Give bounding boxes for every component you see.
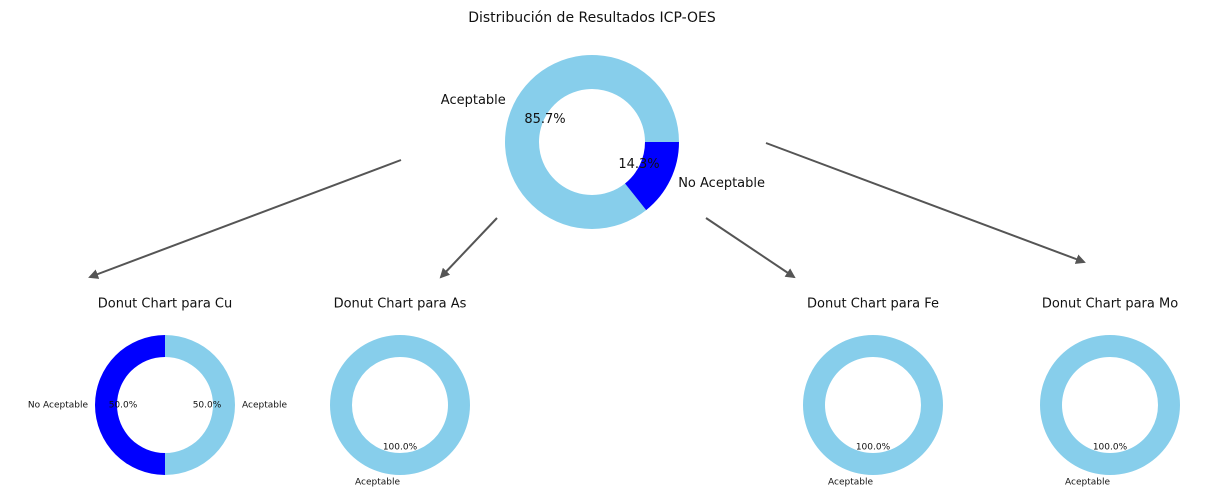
value-label: 85.7%	[524, 112, 565, 127]
value-label: 50.0%	[109, 401, 138, 411]
donut-segment	[803, 335, 943, 475]
arrow	[705, 217, 796, 279]
donut-segment	[625, 142, 679, 211]
chart-title: Donut Chart para Mo	[1042, 297, 1178, 312]
value-label: 100.0%	[856, 443, 891, 453]
segment-label: Aceptable	[355, 478, 400, 488]
arrow	[765, 142, 1086, 264]
donut-segment	[1039, 335, 1181, 476]
segment-label: No Aceptable	[678, 176, 765, 191]
value-label: 50.0%	[193, 401, 222, 411]
value-label: 14.3%	[618, 157, 659, 172]
arrows	[88, 142, 1086, 279]
donut-segment	[165, 335, 235, 475]
donut-segment	[504, 54, 679, 230]
segment-label: No Aceptable	[28, 401, 89, 411]
segment-label: Aceptable	[441, 93, 506, 108]
segment-label: Aceptable	[828, 478, 873, 488]
segment-label: Aceptable	[1065, 478, 1110, 488]
chart-title: Donut Chart para Fe	[807, 297, 939, 312]
chart-title: Distribución de Resultados ICP-OES	[468, 10, 716, 26]
arrow	[439, 217, 498, 279]
segment-label: Aceptable	[242, 401, 287, 411]
donut-segment	[95, 335, 165, 475]
value-label: 100.0%	[383, 443, 418, 453]
chart-title: Donut Chart para As	[334, 297, 467, 312]
chart-title: Donut Chart para Cu	[98, 297, 233, 312]
arrow	[88, 159, 402, 279]
donut-segment	[330, 335, 470, 475]
value-label: 100.0%	[1093, 443, 1128, 453]
